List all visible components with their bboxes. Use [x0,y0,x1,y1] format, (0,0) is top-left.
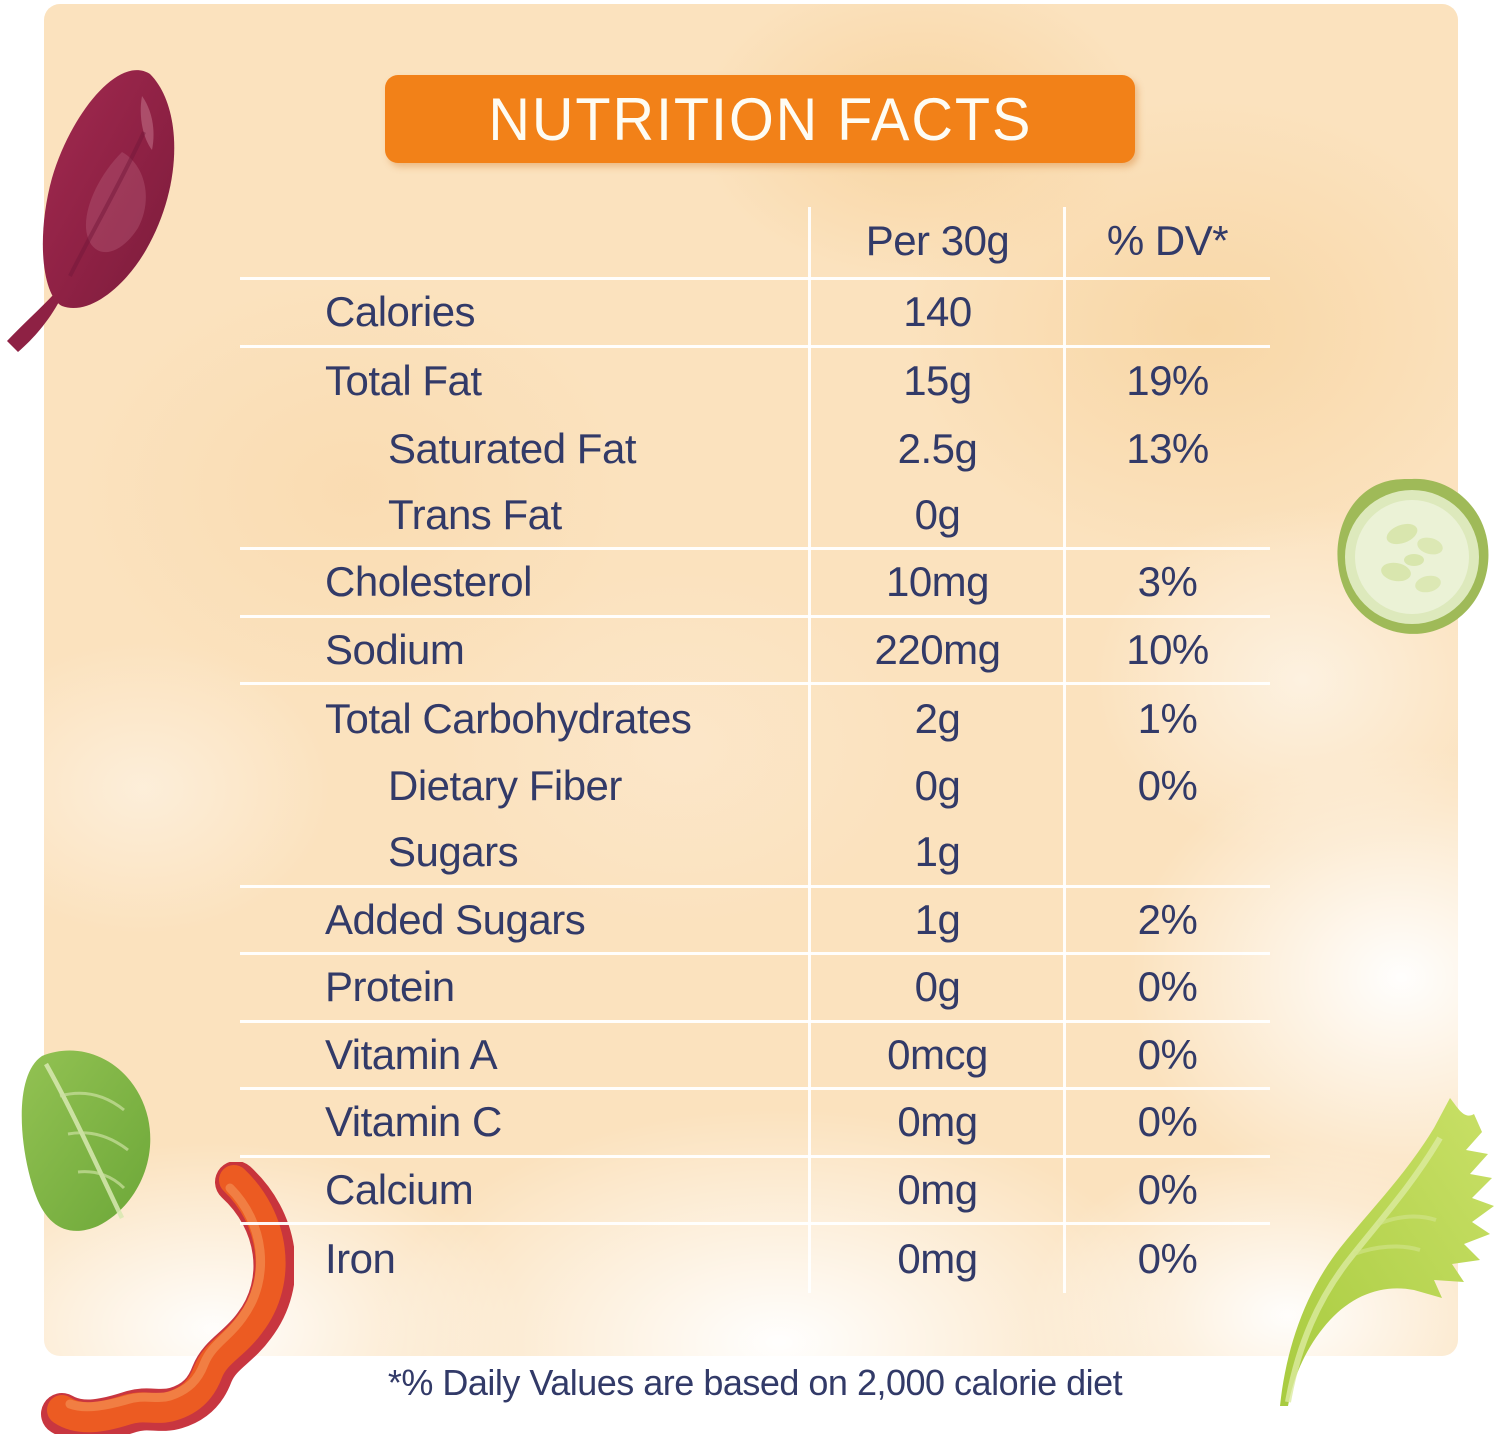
page-title: NUTRITION FACTS [487,85,1032,153]
table-row: Added Sugars 1g 2% [240,888,1270,955]
table-row: Calcium 0mg 0% [240,1158,1270,1225]
table-row: Iron 0mg 0% [240,1225,1270,1293]
row-label: Calcium [325,1165,474,1213]
row-dv-value: 2% [1137,895,1198,943]
beet-leaf-image [7,70,175,352]
row-label: Sodium [325,625,465,673]
row-label: Calories [325,288,476,336]
row-dv-value: 0% [1137,1030,1198,1078]
column-header-dv: % DV* [1106,217,1229,264]
row-label: Total Carbohydrates [325,694,692,742]
basil-leaf-image [21,1050,151,1231]
row-label: Vitamin C [325,1098,502,1146]
row-amount-value: 10mg [885,558,990,606]
row-amount-value: 2.5g [897,424,978,472]
table-row: Total Carbohydrates 2g 1% [240,685,1270,753]
row-dv-value: 0% [1137,1234,1198,1282]
row-dv-value: 19% [1126,357,1209,405]
row-amount-value: 0g [914,762,961,810]
row-label: Added Sugars [325,895,586,943]
red-pepper-slice-image [41,1162,294,1434]
row-label: Protein [325,963,455,1011]
row-amount-value: 140 [903,288,972,336]
row-dv-value: 10% [1126,625,1209,673]
row-amount-value: 0g [914,490,961,538]
nutrition-table: Per 30g % DV* Calories 140 Total Fat 15g… [240,205,1270,1293]
row-dv-value: 13% [1126,424,1209,472]
title-banner: NUTRITION FACTS [385,75,1135,163]
row-amount-value: 0mg [897,1234,978,1282]
table-row: Cholesterol 10mg 3% [240,550,1270,618]
row-label: Cholesterol [325,558,532,606]
row-amount-value: 15g [903,357,972,405]
table-row: Dietary Fiber 0g 0% [240,753,1270,821]
row-amount-value: 1g [914,895,961,943]
lettuce-leaf-image [1280,1098,1494,1406]
row-dv-value: 0% [1137,963,1198,1011]
column-header-amount: Per 30g [865,217,1010,264]
table-row: Vitamin C 0mg 0% [240,1090,1270,1158]
table-header-row: Per 30g % DV* [240,205,1270,280]
column-divider [1063,207,1066,1293]
row-amount-value: 220mg [874,625,1001,673]
row-label: Total Fat [325,357,482,405]
daily-values-footnote: *% Daily Values are based on 2,000 calor… [387,1362,1123,1403]
row-label: Sugars [388,828,519,876]
row-amount-value: 2g [914,694,961,742]
table-row: Sugars 1g [240,820,1270,888]
row-amount-value: 1g [914,828,961,876]
row-label: Vitamin A [325,1030,498,1078]
row-label: Dietary Fiber [388,762,622,810]
row-dv-value: 1% [1137,694,1198,742]
row-dv-value: 3% [1137,558,1198,606]
table-row: Sodium 220mg 10% [240,618,1270,685]
watercolor-background [44,4,1458,1356]
table-row: Trans Fat 0g [240,483,1270,550]
column-divider [808,207,811,1293]
cucumber-slice-image [1337,478,1489,634]
row-label: Saturated Fat [388,424,636,472]
row-dv-value: 0% [1137,1165,1198,1213]
row-label: Iron [325,1234,396,1282]
table-row: Vitamin A 0mcg 0% [240,1023,1270,1090]
table-row: Protein 0g 0% [240,955,1270,1023]
row-dv-value: 0% [1137,762,1198,810]
row-label: Trans Fat [388,490,562,538]
table-row: Total Fat 15g 19% [240,348,1270,416]
row-amount-value: 0mcg [887,1030,988,1078]
row-amount-value: 0mg [897,1098,978,1146]
table-row: Calories 140 [240,280,1270,348]
row-amount-value: 0mg [897,1165,978,1213]
table-row: Saturated Fat 2.5g 13% [240,415,1270,483]
row-amount-value: 0g [914,963,961,1011]
row-dv-value: 0% [1137,1098,1198,1146]
